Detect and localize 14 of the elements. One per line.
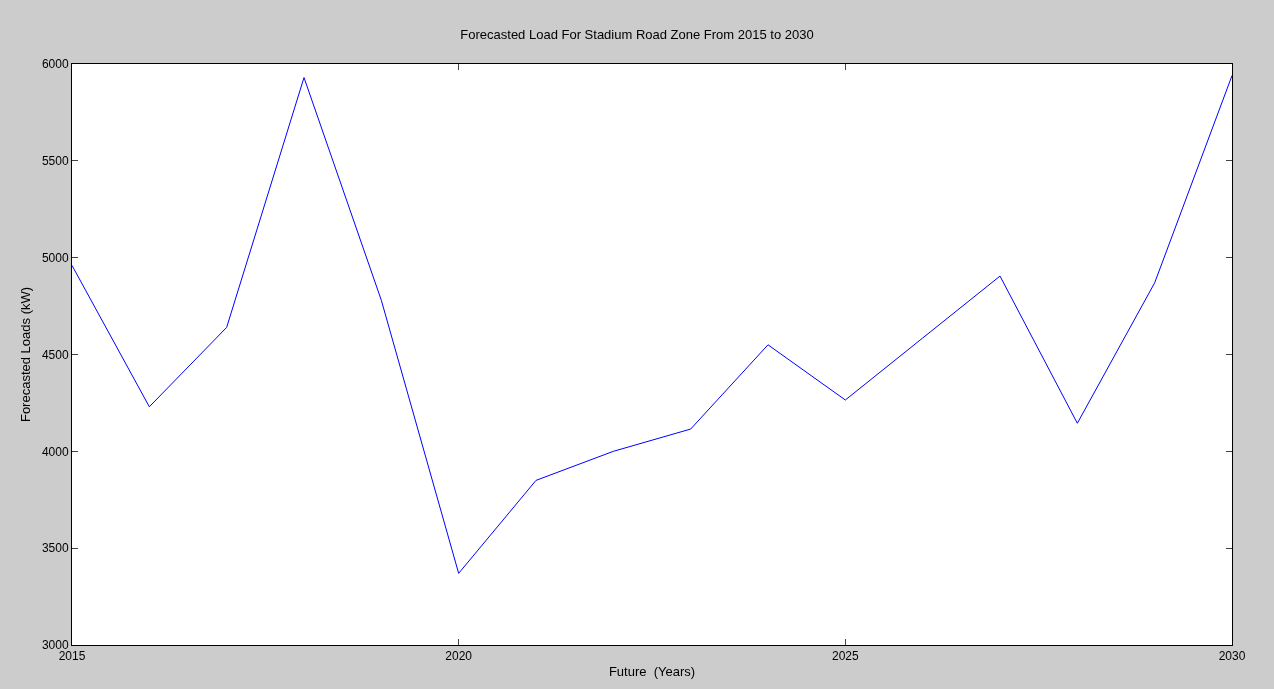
y-tick-label: 6000 xyxy=(41,57,69,72)
chart-title: Forecasted Load For Stadium Road Zone From 2015 to 2030 xyxy=(460,27,814,42)
x-axis-title: Future (Years) xyxy=(608,664,696,679)
y-tick-label: 5000 xyxy=(41,250,69,265)
line-series xyxy=(72,75,1232,574)
x-tick-label: 2020 xyxy=(445,649,473,664)
y-tick-label: 5500 xyxy=(41,154,69,169)
y-tick-label: 3500 xyxy=(41,541,69,556)
x-tick-label: 2030 xyxy=(1218,649,1246,664)
y-axis-title: Forecasted Loads (kW) xyxy=(17,286,33,423)
x-tick-label: 2015 xyxy=(58,649,86,664)
y-tick-label: 4500 xyxy=(41,347,69,362)
x-tick-label: 2025 xyxy=(831,649,859,664)
y-tick-label: 4000 xyxy=(41,444,69,459)
